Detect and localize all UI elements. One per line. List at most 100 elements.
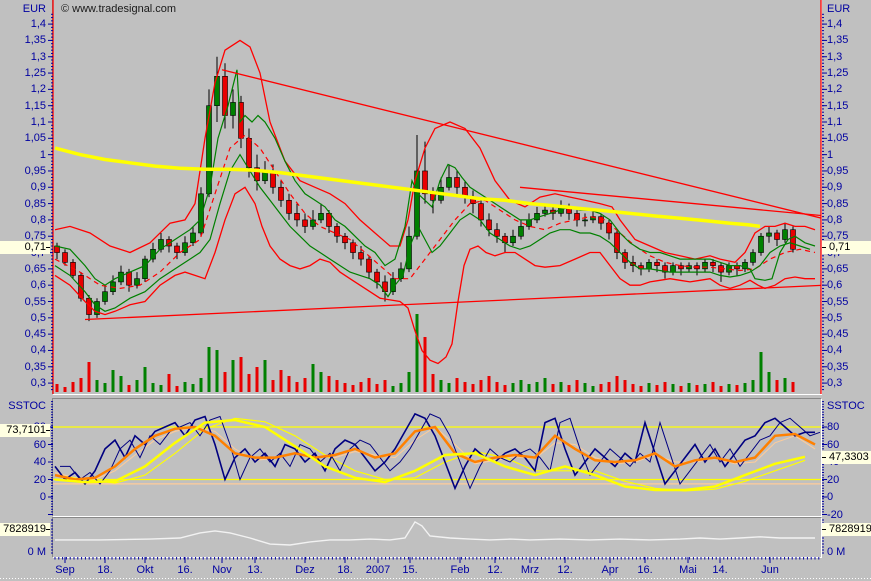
volume-bar xyxy=(487,376,491,392)
candle xyxy=(518,226,524,237)
volume-bar xyxy=(103,383,107,392)
price-tick-label: 0,5 xyxy=(827,311,843,324)
volume-bar xyxy=(367,378,371,392)
price-tick-label: 1,15 xyxy=(827,99,849,112)
price-tick-label: 0,3 xyxy=(827,377,843,390)
volume-bar xyxy=(127,385,131,392)
time-axis-label: 12. xyxy=(487,564,503,576)
candle xyxy=(334,226,340,237)
price-tick-label: 0,8 xyxy=(30,213,46,226)
volume-bar xyxy=(735,385,739,392)
volume-bar xyxy=(719,386,723,392)
price-tick-label: 0,45 xyxy=(827,328,849,341)
volume-bar xyxy=(71,382,75,392)
volume-bar xyxy=(639,386,643,392)
candle xyxy=(62,252,68,263)
time-axis-label: 15. xyxy=(402,564,418,576)
sstoc-tick-label: 60 xyxy=(33,438,46,451)
price-tick-label: 1 xyxy=(39,148,46,161)
candle xyxy=(662,265,668,273)
volume-bar xyxy=(631,384,635,392)
volume-bar xyxy=(79,378,83,392)
volume-bar xyxy=(567,385,571,392)
candle xyxy=(446,177,452,188)
candle xyxy=(294,213,300,221)
sstoc-tick-label: 80 xyxy=(827,421,840,433)
time-axis-label: Dez xyxy=(295,564,315,576)
volume-value-marker-left: 7828919 xyxy=(0,523,50,536)
volume-bar xyxy=(447,383,451,392)
volume-bar xyxy=(191,384,195,392)
price-tick-label: 1,1 xyxy=(30,116,46,128)
price-tick-label: 0,3 xyxy=(30,377,46,390)
volume-bar xyxy=(439,380,443,392)
sstoc-panel xyxy=(52,398,822,517)
price-tick-label: 1,25 xyxy=(827,67,849,80)
price-tick-label: 0,5 xyxy=(30,311,46,324)
candle xyxy=(366,258,372,273)
sstoc-tick-label: -20 xyxy=(827,508,843,521)
sstoc-title-left: SSTOC xyxy=(8,400,46,412)
price-tick-label: 0,9 xyxy=(827,181,843,194)
volume-bar xyxy=(575,380,579,392)
volume-bar xyxy=(279,370,283,392)
volume-bar xyxy=(463,382,467,392)
candle xyxy=(582,219,588,222)
candle xyxy=(654,262,660,266)
volume-bar xyxy=(591,386,595,392)
volume-bar xyxy=(287,376,291,392)
candle xyxy=(134,278,140,286)
price-tick-label: 0,6 xyxy=(30,279,46,292)
sstoc-plot xyxy=(53,412,821,492)
price-tick-label: 1,2 xyxy=(30,83,46,96)
volume-bar xyxy=(247,374,251,392)
candle xyxy=(782,229,788,240)
volume-bar xyxy=(775,380,779,392)
candle xyxy=(766,232,772,237)
price-tick-label: 0,95 xyxy=(827,164,849,177)
volume-bar xyxy=(671,384,675,392)
volume-bar xyxy=(647,383,651,392)
time-axis-label: 2007 xyxy=(365,564,391,576)
candle xyxy=(126,271,132,286)
volume-bar xyxy=(759,352,763,392)
price-tick-label: 1,15 xyxy=(24,99,46,112)
candle xyxy=(230,102,236,116)
volume-bar xyxy=(327,376,331,392)
volume-bar xyxy=(415,314,419,392)
price-tick-label: 1,25 xyxy=(24,67,46,80)
volume-bar xyxy=(543,378,547,392)
volume-bar xyxy=(559,382,563,392)
time-axis-label: 18. xyxy=(337,564,353,576)
sstoc-tick-label: 60 xyxy=(827,438,840,451)
volume-bar xyxy=(783,378,787,392)
volume-bar xyxy=(295,382,299,392)
sstoc-value-marker-right: 47,3303 xyxy=(822,451,871,464)
candle xyxy=(758,235,764,253)
volume-bar xyxy=(343,383,347,392)
time-axis-label: Okt xyxy=(136,564,154,576)
volume-bar xyxy=(743,383,747,392)
time-axis-label: Sep xyxy=(55,564,75,576)
candle xyxy=(510,235,516,244)
candle xyxy=(678,265,684,270)
volume-bar xyxy=(495,382,499,392)
volume-zero-label-right: 0 M xyxy=(827,546,846,558)
candle xyxy=(414,170,420,237)
volume-bar xyxy=(303,378,307,392)
main-plot xyxy=(54,39,821,392)
candle xyxy=(374,271,380,283)
volume-bar xyxy=(119,376,123,392)
sstoc-title-right: SSTOC xyxy=(827,400,865,412)
volume-bar xyxy=(319,372,323,392)
price-tick-label: 1,35 xyxy=(24,34,46,47)
price-tick-label: 0,35 xyxy=(827,360,849,373)
volume-bar xyxy=(399,383,403,392)
volume-bar xyxy=(359,382,363,392)
volume-bar xyxy=(383,380,387,392)
candle xyxy=(750,252,756,263)
volume-bar xyxy=(175,386,179,392)
candle xyxy=(206,105,212,195)
sstoc-tick-label: 20 xyxy=(33,473,46,486)
